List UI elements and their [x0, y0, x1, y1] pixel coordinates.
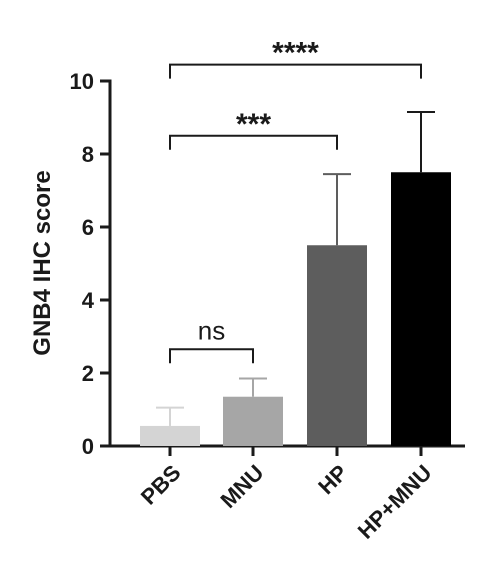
y-tick-label: 0: [82, 434, 94, 459]
y-ticks: 0 2 4 6 8 10: [70, 69, 423, 459]
x-category-labels: PBS MNU HP HP+MNU: [136, 460, 437, 544]
y-tick-label: 8: [82, 142, 94, 167]
x-category-label: MNU: [215, 460, 268, 513]
bar-pbs: [140, 425, 200, 446]
significance-brackets: ns*******: [169, 37, 422, 364]
y-axis-label: GNB4 IHC score: [29, 170, 56, 355]
x-category-label: HP: [313, 460, 352, 499]
bars: [140, 172, 451, 446]
bar-mnu: [223, 396, 283, 446]
error-bars: [156, 111, 435, 426]
significance-label: ****: [272, 37, 319, 70]
x-category-label: HP+MNU: [353, 460, 437, 544]
bar-hp-mnu: [391, 172, 451, 446]
significance-bracket: [169, 63, 422, 79]
bar-hp: [307, 245, 367, 446]
y-tick-label: 10: [70, 69, 94, 94]
significance-label: ns: [198, 315, 225, 345]
x-category-label: PBS: [136, 460, 186, 510]
significance-bracket: [169, 348, 254, 364]
y-tick-label: 6: [82, 215, 94, 240]
y-tick-label: 4: [82, 288, 95, 313]
significance-label: ***: [236, 108, 271, 141]
significance-bracket: [169, 134, 338, 150]
y-tick-label: 2: [82, 361, 94, 386]
